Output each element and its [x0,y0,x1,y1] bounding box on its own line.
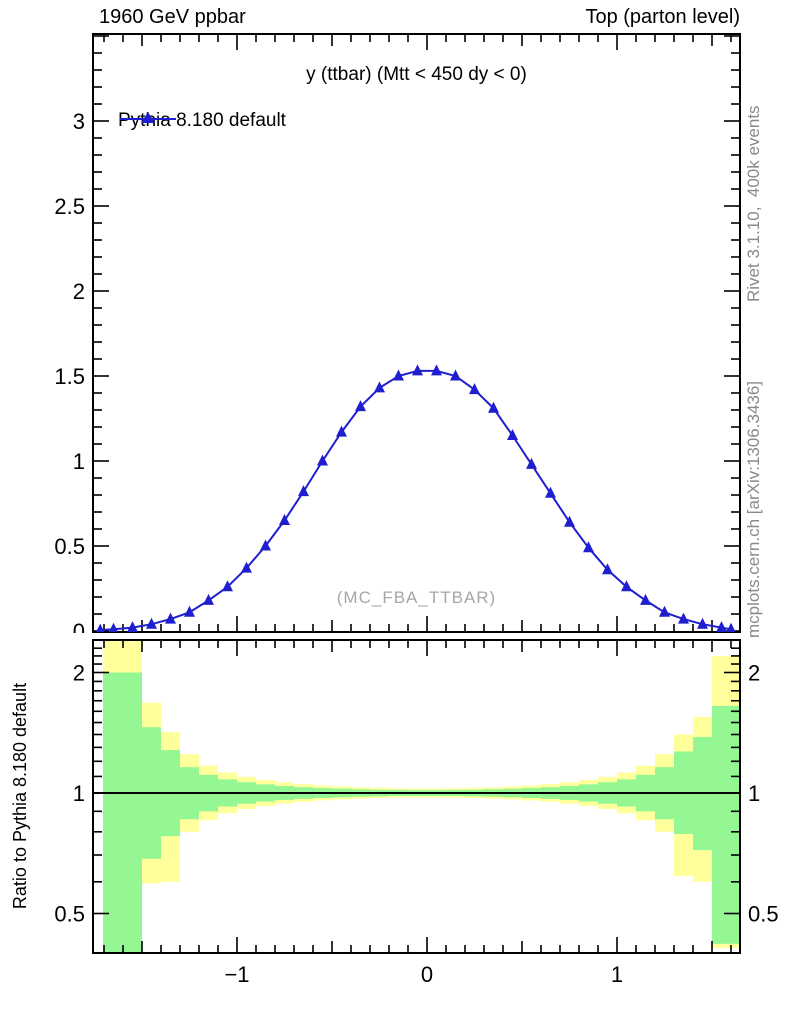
y-axis-tick-label: 0 [73,619,85,644]
data-point-marker [165,612,176,624]
data-point-marker [222,580,233,592]
y-axis-tick-label: 2.5 [54,194,85,219]
data-point-marker [564,515,575,527]
data-point-marker [412,364,423,376]
y-axis-tick-label: 1 [73,449,85,474]
data-point-marker [716,621,727,632]
mcplots-citation-text: mcplots.cern.ch [arXiv:1306.3436] [744,380,763,638]
data-point-marker [469,383,480,395]
data-point-marker [203,593,214,605]
y-axis-tick-label: 2 [73,279,85,304]
ratio-axis-label: Ratio to Pythia 8.180 default [10,682,30,910]
data-point-marker [726,622,736,632]
legend: Pythia 8.180 default [118,110,286,132]
legend-marker-icon [120,112,176,123]
data-point-marker [374,381,385,393]
y-axis-tick-label: 3 [73,109,85,134]
ratio-y-tick-label-left: 0.5 [54,902,85,927]
ratio-panel-frame [92,639,741,954]
ratio-band-inner [103,672,142,953]
ratio-y-tick-label-left: 2 [73,661,85,686]
main-panel-frame [92,33,741,633]
analysis-watermark: (MC_FBA_TTBAR) [336,588,497,607]
data-point-marker [640,593,651,605]
x-axis-tick-label: 0 [421,962,433,987]
main-series [96,364,736,632]
data-point-marker [545,486,556,498]
data-point-marker [678,612,689,624]
data-point-marker [659,605,670,617]
data-point-marker [602,563,613,575]
data-point-marker [279,514,290,525]
data-point-marker [146,617,157,629]
data-point-marker [241,561,252,573]
data-point-marker [298,485,309,497]
data-point-marker [317,454,328,466]
data-point-marker [393,369,404,381]
beam-energy-title: 1960 GeV ppbar [99,6,246,28]
data-point-marker [108,622,119,632]
x-axis-tick-label: 1 [611,962,623,987]
data-point-marker [96,623,105,632]
ratio-y-tick-label-right: 1 [748,781,760,806]
x-axis-tick-label: −1 [224,962,249,987]
analysis-group-title: Top (parton level) [585,6,740,28]
ratio-uncertainty-bands [103,640,740,953]
data-point-marker [260,539,271,551]
data-point-marker [583,541,594,553]
y-axis-tick-label: 0.5 [54,534,85,559]
data-point-marker [526,457,537,469]
main-y-axis-labels: 0 0.5 1 1.5 2 2.5 3 [54,109,85,644]
data-point-marker [127,621,138,632]
data-point-marker [355,400,366,412]
ratio-y-tick-label-right: 0.5 [748,902,779,927]
data-point-marker [507,429,518,440]
axis-ticks [94,35,739,952]
data-point-marker [184,605,195,617]
data-point-marker [621,580,632,592]
data-point-marker [488,401,499,413]
data-point-marker [697,617,708,629]
ratio-y-tick-label-left: 1 [73,781,85,806]
observable-title: y (ttbar) (Mtt < 450 dy < 0) [306,64,527,85]
data-point-marker [336,425,347,437]
ratio-y-tick-label-right: 2 [748,661,760,686]
legend-item-label: Pythia 8.180 default [118,110,286,131]
data-point-marker [450,369,461,381]
data-point-marker [431,364,442,376]
y-axis-tick-label: 1.5 [54,364,85,389]
ratio-band-inner [712,705,740,944]
rivet-version-text: Rivet 3.1.10, 400k events [744,105,763,302]
